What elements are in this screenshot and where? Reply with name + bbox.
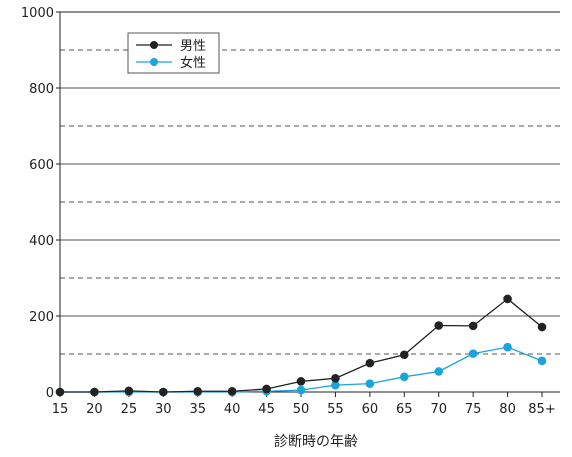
data-point <box>227 386 237 396</box>
grid-layer <box>60 49 560 355</box>
data-point <box>468 321 478 331</box>
y-tick-label: 0 <box>46 386 54 401</box>
data-point <box>503 294 512 304</box>
data-point <box>55 387 65 397</box>
data-point <box>331 380 340 390</box>
x-tick-label: 20 <box>86 402 103 417</box>
x-tick-label: 40 <box>224 402 241 417</box>
data-point <box>399 350 409 360</box>
x-tick-label: 35 <box>189 402 206 417</box>
x-tick-label: 30 <box>155 402 172 417</box>
data-point <box>90 387 99 397</box>
legend-label: 男性 <box>180 39 206 54</box>
legend-marker <box>150 58 158 66</box>
data-point <box>365 358 375 368</box>
x-tick-label: 85+ <box>528 402 555 417</box>
x-tick-label: 15 <box>52 402 69 417</box>
legend-label: 女性 <box>180 55 206 71</box>
legend-marker <box>150 41 158 49</box>
data-point <box>296 377 306 386</box>
data-point <box>158 387 168 397</box>
data-point <box>434 321 444 330</box>
y-tick-label: 600 <box>29 158 54 173</box>
x-tick-label: 75 <box>465 402 482 417</box>
x-tick-label: 50 <box>293 402 310 417</box>
x-tick-label: 70 <box>430 402 447 417</box>
y-tick-label: 1000 <box>21 6 54 21</box>
data-point <box>365 379 375 388</box>
x-tick-label: 80 <box>499 402 516 417</box>
x-tick-label: 65 <box>396 402 413 417</box>
y-tick-label: 200 <box>29 310 54 325</box>
series-layer <box>55 294 547 397</box>
data-point <box>331 374 340 383</box>
legend-box <box>127 32 220 74</box>
y-tick-label: 400 <box>29 234 54 249</box>
y-tick-label: 800 <box>29 82 54 97</box>
data-point <box>399 372 409 382</box>
data-point <box>503 342 512 352</box>
x-tick-label: 60 <box>362 402 379 417</box>
data-point <box>262 384 271 394</box>
x-tick-label: 55 <box>327 402 344 417</box>
data-point <box>468 349 478 358</box>
x-tick-label: 25 <box>121 402 138 417</box>
data-point <box>296 385 306 395</box>
data-point <box>124 386 134 396</box>
data-point <box>537 322 547 332</box>
data-point <box>434 367 444 376</box>
data-point <box>537 356 547 366</box>
x-tick-label: 45 <box>258 402 275 417</box>
tick-labels: 0 200 400 600 800 1000 15 20 25 30 35 40 45 50 55 60 65 7… <box>21 6 556 417</box>
data-point <box>193 386 203 396</box>
x-axis-title: 診断時の年齢 <box>274 434 358 450</box>
